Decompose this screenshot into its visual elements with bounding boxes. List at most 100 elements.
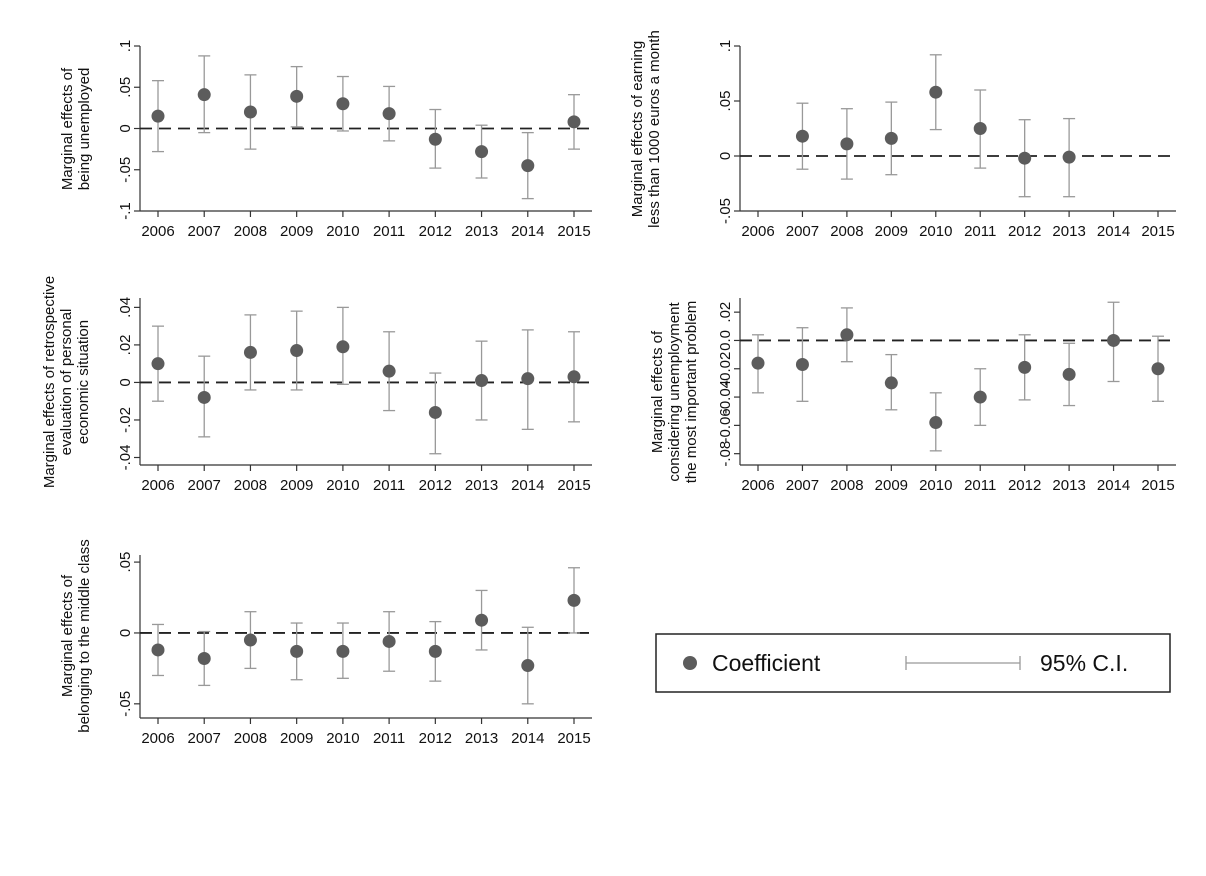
coefficient-point — [382, 107, 396, 121]
legend-coefficient-marker — [683, 656, 697, 670]
x-tick-label: 2012 — [419, 730, 452, 747]
x-tick-label: 2006 — [141, 223, 174, 240]
x-tick-label: 2007 — [188, 223, 221, 240]
coefficient-point — [840, 137, 854, 151]
coefficient-point — [336, 97, 350, 111]
y-axis-title-line: Marginal effects of — [59, 574, 76, 697]
coefficient-point — [1062, 150, 1076, 164]
coefficient-point — [290, 344, 304, 358]
y-tick-label: 0 — [117, 124, 134, 132]
x-tick-label: 2008 — [830, 223, 863, 240]
y-axis-title-line: Marginal effects of retrospective — [41, 276, 58, 488]
coefficient-point — [151, 643, 165, 657]
x-tick-label: 2015 — [557, 730, 590, 747]
y-tick-label: .02 — [117, 334, 134, 355]
coefficient-point — [197, 390, 211, 404]
x-tick-label: 2013 — [1052, 223, 1085, 240]
x-tick-label: 2009 — [875, 477, 908, 494]
x-tick-label: 2012 — [419, 223, 452, 240]
x-tick-label: 2010 — [919, 477, 952, 494]
coefficient-point — [521, 372, 535, 386]
coefficient-point — [197, 651, 211, 665]
coefficient-point — [475, 145, 489, 159]
coefficient-point — [795, 129, 809, 143]
coefficient-point — [929, 85, 943, 99]
x-tick-label: 2010 — [326, 477, 359, 494]
x-tick-label: 2007 — [786, 223, 819, 240]
x-tick-label: 2013 — [465, 730, 498, 747]
coefficient-point — [567, 115, 581, 129]
x-tick-label: 2012 — [1008, 223, 1041, 240]
y-tick-label: .05 — [117, 552, 134, 573]
panel-being-unemployed: -.1 -.05 0 .05 .1 2006 2007 2008 2009 2010 2011 201… — [59, 40, 592, 240]
x-tick-label: 2011 — [964, 477, 996, 494]
panel-unemployment-most-important: .02 0.0-0.02-0.04-0.06-.08 2006 2007 2008 200… — [649, 298, 1176, 494]
coefficient-point — [290, 644, 304, 658]
coefficient-point — [428, 132, 442, 146]
x-tick-label: 2011 — [373, 223, 405, 240]
x-tick-label: 2009 — [875, 223, 908, 240]
coefficient-point — [567, 370, 581, 384]
coefficient-point — [382, 634, 396, 648]
coefficient-point — [973, 390, 987, 404]
coefficient-point — [884, 131, 898, 145]
y-tick-label: 0 — [117, 378, 134, 386]
y-tick-label: .1 — [117, 40, 134, 53]
coefficient-point — [197, 88, 211, 102]
coefficient-point — [428, 644, 442, 658]
coefficient-point — [521, 159, 535, 173]
y-axis-title-line: evaluation of personal — [58, 309, 75, 456]
x-tick-label: 2012 — [1008, 477, 1041, 494]
y-tick-label: .05 — [717, 91, 734, 112]
y-tick-label: -.05 — [117, 157, 134, 183]
coefficient-point — [1018, 151, 1032, 165]
x-tick-label: 2009 — [280, 730, 313, 747]
x-tick-label: 2006 — [141, 477, 174, 494]
coefficient-point — [243, 345, 257, 359]
y-axis-title-line: less than 1000 euros a month — [646, 30, 663, 228]
coefficient-point — [1062, 367, 1076, 381]
x-tick-label: 2009 — [280, 223, 313, 240]
x-tick-label: 2008 — [234, 223, 267, 240]
panel-retrospective-evaluation: -.04 -.02 0 .02 .04 2006 2007 2008 2009 2010 2011 2… — [41, 276, 592, 494]
coefficient-point — [336, 644, 350, 658]
coefficient-point — [1151, 362, 1165, 376]
coefficient-point — [973, 122, 987, 135]
coefficient-point — [840, 328, 854, 342]
coefficient-point — [475, 613, 489, 627]
y-axis-title-line: economic situation — [75, 320, 92, 444]
y-tick-label: -0.06 — [717, 408, 734, 442]
x-tick-label: 2014 — [511, 730, 544, 747]
x-tick-label: 2007 — [786, 477, 819, 494]
y-tick-label: 0.0 — [717, 330, 734, 351]
y-axis-title-line: Marginal effects of — [59, 67, 76, 190]
x-tick-label: 2008 — [830, 477, 863, 494]
coefficient-point — [1018, 360, 1032, 374]
coefficient-point — [475, 374, 489, 388]
x-tick-label: 2014 — [511, 477, 544, 494]
y-tick-label: -.1 — [117, 202, 134, 220]
y-tick-label: -.05 — [117, 691, 134, 717]
y-tick-label: -0.04 — [717, 380, 734, 414]
x-tick-label: 2015 — [557, 477, 590, 494]
coefficient-point — [929, 416, 943, 430]
x-tick-label: 2009 — [280, 477, 313, 494]
x-tick-label: 2015 — [1141, 223, 1174, 240]
x-tick-label: 2015 — [557, 223, 590, 240]
y-tick-label: .1 — [717, 40, 734, 53]
y-tick-label: -.04 — [117, 445, 134, 471]
x-tick-label: 2011 — [964, 223, 996, 240]
coefficient-point — [151, 357, 165, 371]
panel-earning-less-than-1000: -.05 0 .05 .1 2006 2007 2008 2009 2010 2011 2012 20… — [629, 30, 1176, 240]
x-tick-label: 2014 — [1097, 223, 1130, 240]
y-axis-title-line: being unemployed — [76, 68, 93, 191]
y-axis-title-line: belonging to the middle class — [76, 539, 93, 732]
legend-coefficient-label: Coefficient — [712, 650, 821, 676]
x-tick-label: 2010 — [326, 730, 359, 747]
legend-ci-label: 95% C.I. — [1040, 650, 1128, 676]
x-tick-label: 2014 — [1097, 477, 1130, 494]
coefficient-point — [428, 405, 442, 419]
coefficient-point — [336, 340, 350, 354]
x-tick-label: 2007 — [188, 730, 221, 747]
